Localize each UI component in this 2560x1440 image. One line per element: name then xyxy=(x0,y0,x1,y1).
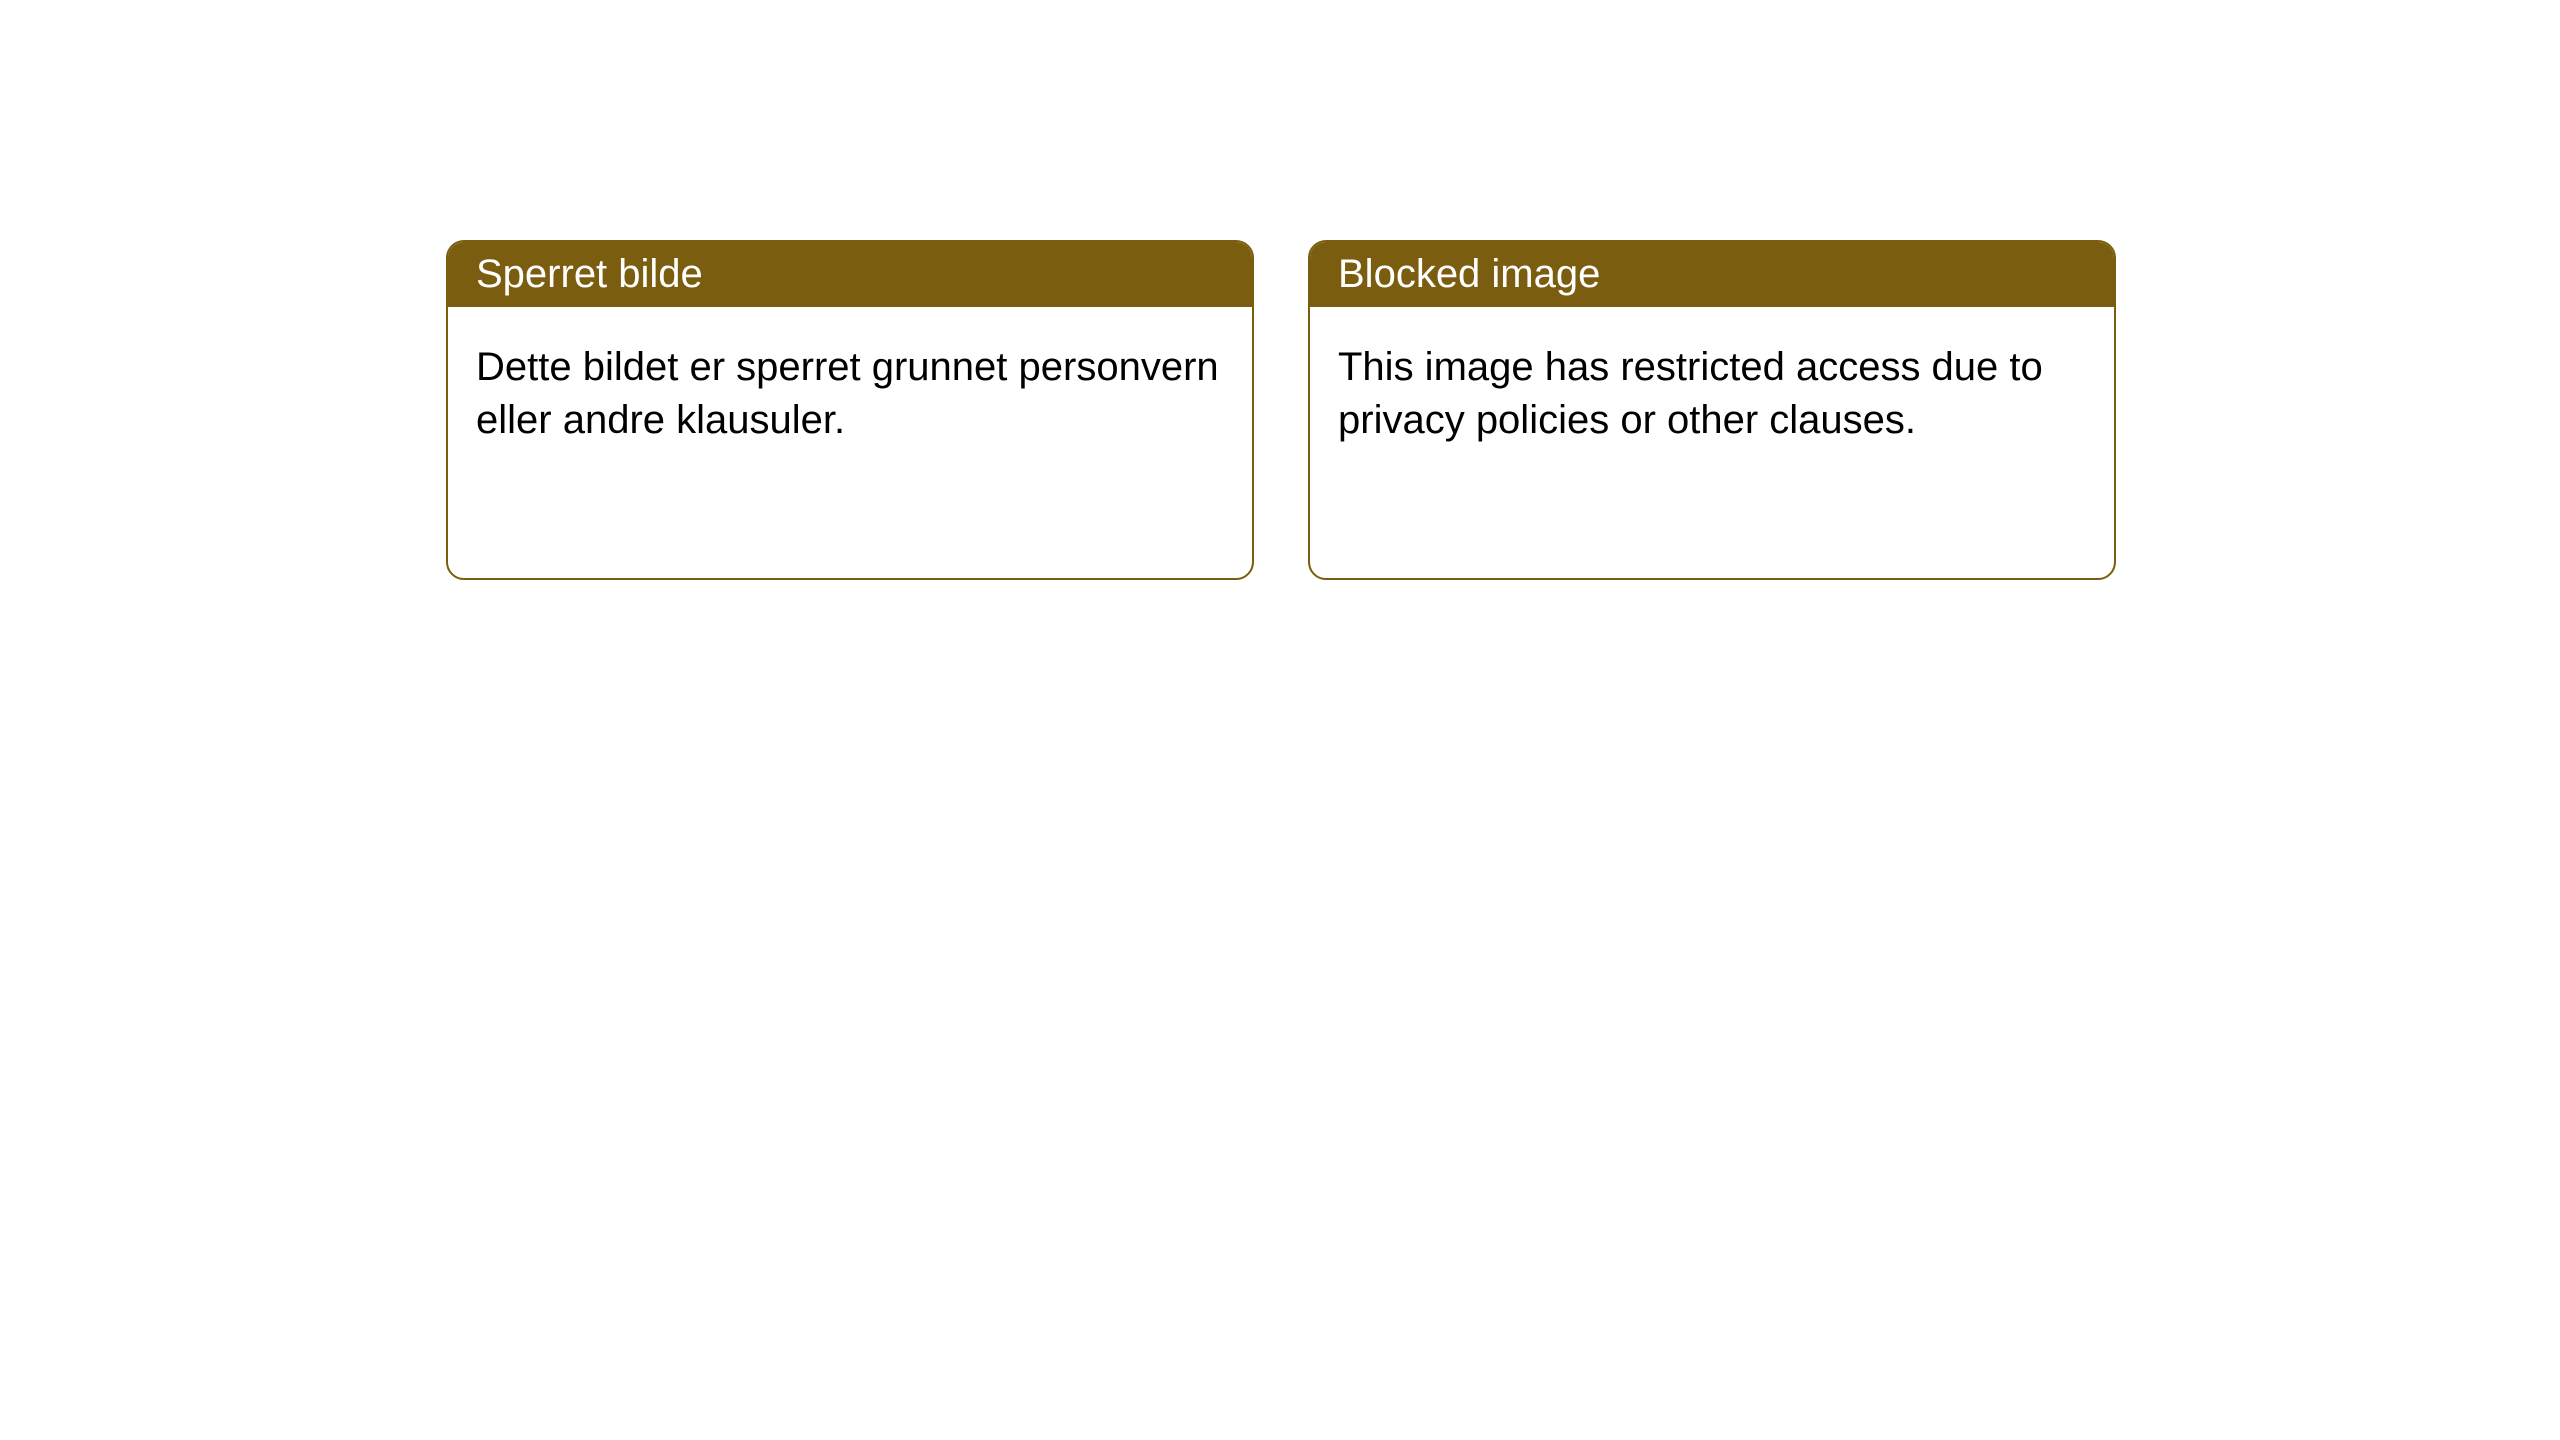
notice-body-no: Dette bildet er sperret grunnet personve… xyxy=(448,307,1252,481)
notice-title-no: Sperret bilde xyxy=(448,242,1252,307)
notice-card-en: Blocked image This image has restricted … xyxy=(1308,240,2116,580)
notice-container: Sperret bilde Dette bildet er sperret gr… xyxy=(0,0,2560,580)
notice-title-en: Blocked image xyxy=(1310,242,2114,307)
notice-card-no: Sperret bilde Dette bildet er sperret gr… xyxy=(446,240,1254,580)
notice-body-en: This image has restricted access due to … xyxy=(1310,307,2114,481)
